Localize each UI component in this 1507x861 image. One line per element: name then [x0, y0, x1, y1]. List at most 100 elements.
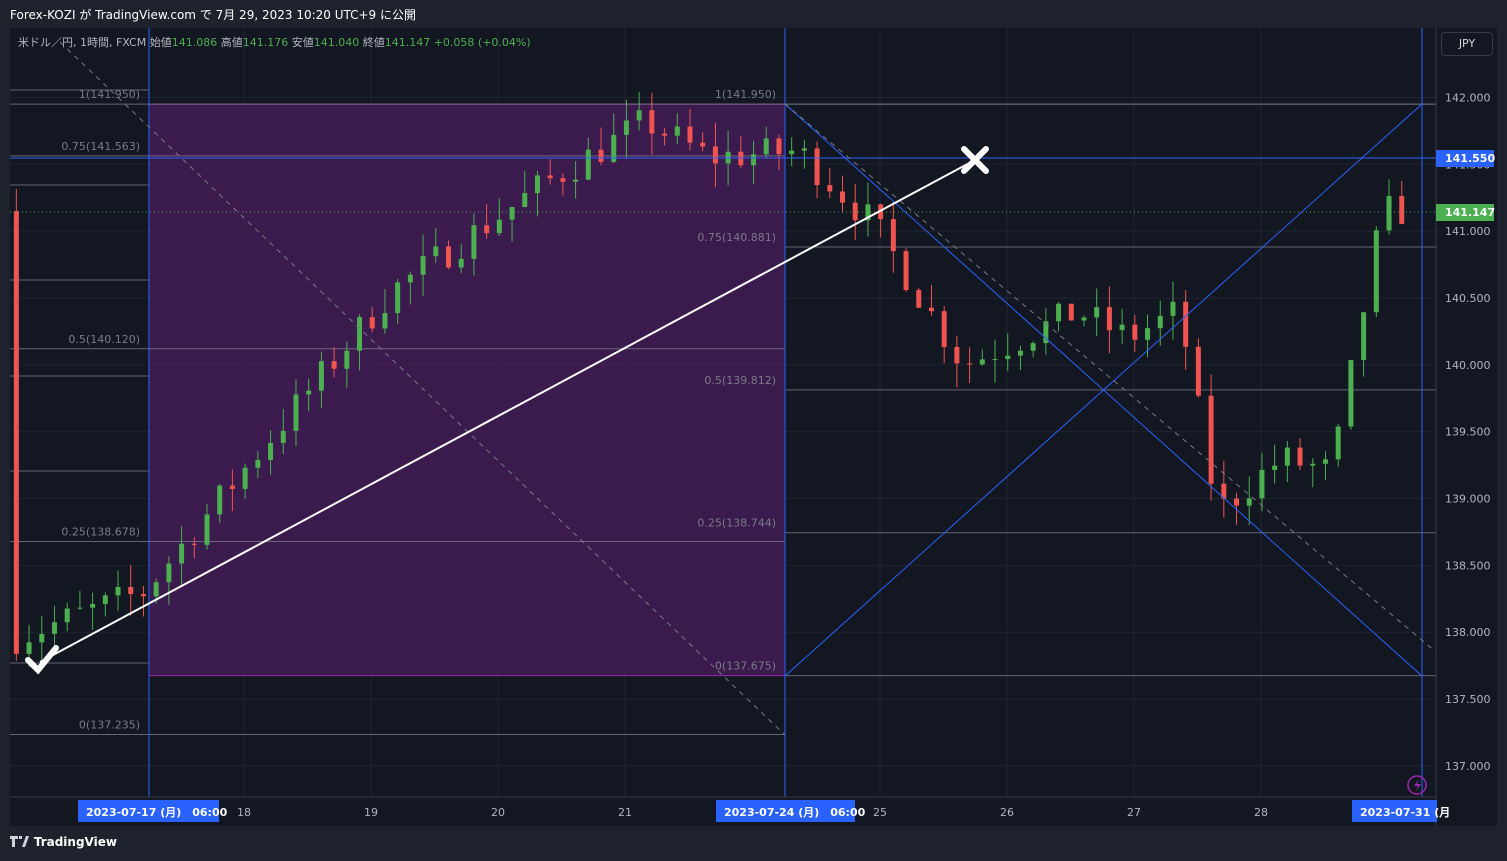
candle-body: [357, 317, 363, 351]
time-axis: 18 19 20 21 25 26 27 28 2023-07-17 (月) 06:00 2023…: [10, 796, 1450, 822]
candle-body: [979, 359, 985, 365]
flash-icon: [1407, 775, 1427, 795]
candle-body: [1145, 328, 1151, 340]
candle-body: [763, 138, 769, 155]
fib-left-label: 0.25(138.678): [61, 526, 140, 539]
tradingview-icon: [10, 836, 29, 847]
candle-body: [534, 175, 540, 194]
candle-body: [865, 204, 871, 221]
time-highlight-text: 2023-07-17 (月) 06:00: [86, 806, 228, 819]
candle-body: [1195, 346, 1201, 396]
candle-body: [306, 390, 312, 395]
candle-body: [611, 134, 617, 162]
candle-body: [382, 313, 388, 329]
candle-body: [1119, 324, 1125, 331]
candle-body: [395, 282, 401, 314]
candle-body: [1386, 196, 1392, 231]
open-value: 141.086: [171, 36, 218, 49]
drawing-lines: [10, 28, 1437, 797]
time-tick: 20: [491, 806, 505, 819]
candle-body: [776, 138, 782, 155]
candles: [13, 91, 1405, 667]
candle-body: [191, 543, 197, 545]
candle-body: [928, 307, 934, 312]
time-tick: 21: [618, 806, 632, 819]
price-tick: 137.000: [1445, 760, 1491, 773]
candle-body: [941, 311, 947, 347]
candle-body: [1272, 465, 1278, 470]
candle-body: [166, 563, 172, 583]
white-trend-line: [39, 159, 976, 663]
candle-body: [1068, 303, 1074, 321]
open-label: 始値: [149, 36, 172, 49]
candle-body: [1043, 321, 1049, 344]
fib-left-label: 0(137.235): [79, 718, 140, 731]
candle-body: [1310, 463, 1316, 466]
candle-body: [496, 219, 502, 234]
time-tick: 26: [1000, 806, 1014, 819]
close-value: 141.147: [384, 36, 431, 49]
candle-body: [1297, 447, 1303, 466]
currency-button[interactable]: JPY: [1441, 32, 1493, 56]
candle-body: [903, 251, 909, 291]
time-tick: 27: [1127, 806, 1141, 819]
price-tick: 137.500: [1445, 693, 1491, 706]
fib-left-label: 1(141.950): [79, 88, 140, 101]
candle-body: [1017, 350, 1023, 356]
price-tick: 140.000: [1445, 359, 1491, 372]
time-highlight-text: 2023-07-24 (月) 06:00: [724, 806, 866, 819]
dashed-trendline-right: [784, 103, 1437, 653]
price-tick: 142.000: [1445, 91, 1491, 104]
candle-body: [674, 126, 680, 136]
low-label: 安値: [291, 36, 314, 49]
time-highlight: [78, 800, 219, 822]
candle-body: [1132, 324, 1138, 340]
candle-body: [560, 178, 566, 182]
candle-body: [840, 191, 846, 203]
candle-body: [39, 633, 45, 643]
tradingview-logo[interactable]: TradingView: [10, 835, 117, 849]
level-price-tag-text: 141.550: [1445, 152, 1495, 165]
time-tick: 25: [873, 806, 887, 819]
candle-body: [153, 582, 159, 597]
candle-body: [204, 514, 210, 545]
candle-body: [1322, 459, 1328, 464]
close-label: 終値: [362, 36, 385, 49]
brand-name: TradingView: [33, 835, 117, 849]
publish-info: Forex-KOZI が TradingView.com で 7月 29, 20…: [10, 8, 417, 22]
candle-body: [649, 110, 655, 134]
candle-body: [801, 148, 807, 151]
candle-body: [13, 211, 19, 654]
candle-body: [522, 193, 528, 207]
candle-body: [1399, 196, 1405, 224]
fib-right-label: 0(137.675): [715, 660, 776, 673]
diagonal-down-line: [784, 103, 1423, 677]
candle-body: [140, 594, 146, 597]
time-tick: 28: [1254, 806, 1268, 819]
price-tick: 140.500: [1445, 292, 1491, 305]
last-price-tag-text: 141.147: [1445, 206, 1495, 219]
fib-left-label: 0.5(140.120): [68, 333, 140, 346]
candle-body: [573, 179, 579, 182]
check-icon: [25, 645, 59, 675]
candle-body: [90, 603, 96, 608]
candle-body: [255, 459, 261, 468]
candle-body: [789, 150, 795, 155]
candle-body: [687, 126, 693, 143]
candle-body: [1081, 317, 1087, 321]
footer: TradingView: [0, 826, 1507, 861]
candle-body: [967, 363, 973, 365]
candle-body: [64, 608, 70, 623]
candle-body: [26, 642, 32, 654]
candle-body: [954, 346, 960, 364]
candle-body: [344, 350, 350, 369]
candle-body: [128, 586, 134, 595]
time-highlight: [716, 800, 855, 822]
candle-body: [445, 246, 451, 268]
price-tick: 138.000: [1445, 626, 1491, 639]
candle-body: [1234, 498, 1240, 506]
flash-icon-bolt: [1414, 779, 1421, 791]
candle-body: [77, 607, 83, 609]
candle-body: [179, 543, 185, 564]
